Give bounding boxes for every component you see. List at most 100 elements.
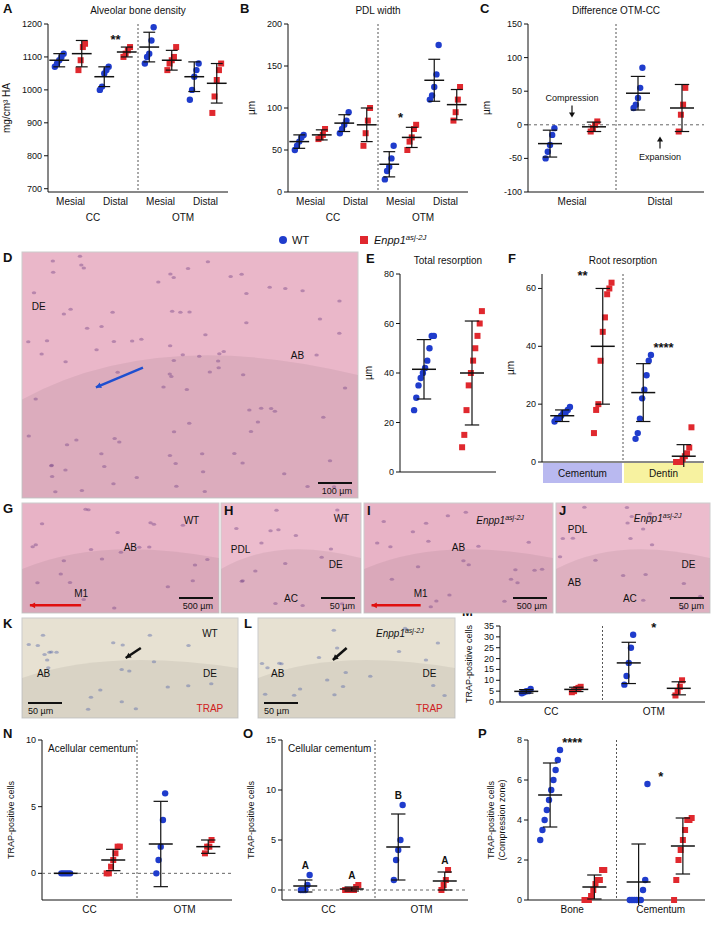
error-cap	[338, 131, 350, 132]
nucleus	[112, 607, 116, 610]
tick	[44, 155, 48, 156]
error-bar	[361, 108, 373, 142]
error-cap	[298, 891, 312, 892]
category-label: Distal	[193, 196, 218, 207]
nucleus	[318, 317, 322, 320]
nucleus	[117, 440, 121, 443]
label-main: M1	[414, 588, 428, 599]
title: Total resorption	[414, 255, 482, 266]
error-cap	[154, 886, 168, 887]
nucleus	[51, 259, 55, 262]
arrow	[30, 604, 81, 607]
nucleus	[168, 372, 172, 375]
annotation: *	[398, 110, 404, 125]
label-main: AB	[271, 668, 285, 679]
label-main: M1	[74, 588, 88, 599]
label-main: PDL	[568, 524, 588, 535]
scale-bar	[321, 597, 355, 599]
tick	[396, 422, 400, 423]
arrow-head	[372, 602, 377, 608]
nucleus	[51, 271, 55, 274]
nucleus	[571, 537, 575, 540]
annotation: *	[651, 620, 657, 635]
nucleus	[447, 594, 451, 597]
point	[82, 41, 88, 47]
category-label: CC	[321, 904, 335, 915]
nucleus	[185, 388, 189, 391]
nucleus	[135, 476, 139, 479]
nucleus	[269, 407, 273, 410]
tick-label: 0	[531, 457, 536, 467]
error-cap	[106, 849, 120, 850]
error-cap	[143, 61, 155, 62]
error-cap	[622, 642, 636, 643]
label-main: DE	[203, 668, 217, 679]
panel-letter: E	[366, 251, 375, 266]
image-label: Enpp1asj-2J	[376, 627, 424, 639]
annotation: B	[395, 790, 402, 801]
point	[588, 893, 594, 899]
error-cap	[316, 139, 328, 140]
nucleus	[208, 370, 212, 373]
point	[306, 872, 312, 878]
nucleus	[300, 289, 304, 292]
chart-panel: BPDL widthMesialDistalMesialDistalCCOTM0…	[240, 1, 468, 223]
image	[556, 503, 710, 613]
scale-bar	[179, 597, 213, 599]
error-cap	[391, 879, 405, 880]
nucleus	[268, 529, 272, 532]
point	[187, 97, 193, 103]
nucleus	[476, 545, 480, 548]
nucleus	[344, 671, 348, 674]
nucleus	[424, 659, 428, 662]
tick	[278, 740, 282, 741]
y-axis	[42, 740, 43, 900]
error-cap	[569, 691, 583, 692]
error-bar	[345, 887, 359, 891]
arrow	[96, 368, 143, 388]
error-bar	[622, 642, 636, 683]
nucleus	[206, 260, 210, 263]
error-bar	[417, 340, 431, 399]
nucleus	[53, 490, 57, 493]
group-label: CC	[326, 212, 340, 223]
error-bar	[519, 690, 533, 693]
nucleus	[203, 490, 207, 493]
separator	[378, 24, 379, 192]
nucleus	[341, 685, 345, 688]
label-main: Enpp1	[376, 628, 405, 639]
title: Alveolar bone density	[90, 5, 186, 16]
x-axis	[528, 192, 704, 193]
error-bar	[543, 763, 557, 827]
error-stem	[683, 445, 684, 467]
nucleus	[94, 348, 98, 351]
arrow	[659, 141, 660, 149]
arrow-head	[30, 602, 35, 608]
chart-panel: PBoneCementum02468TRAP-positive cells(Co…	[478, 726, 705, 920]
nucleus	[240, 579, 244, 582]
point	[363, 130, 369, 136]
tick-label: 10	[266, 785, 276, 795]
point	[459, 444, 465, 450]
nucleus	[390, 578, 394, 581]
tick-label: -50	[509, 153, 522, 163]
error-cap	[636, 421, 650, 422]
nucleus	[294, 534, 298, 537]
panel-letter: F	[508, 251, 516, 266]
nucleus	[85, 327, 89, 330]
separator	[616, 740, 617, 900]
label-main: AB	[568, 577, 582, 588]
image-label: TRAP	[416, 703, 443, 714]
error-cap	[543, 826, 557, 827]
nucleus	[170, 310, 174, 313]
error-stem	[681, 84, 682, 131]
tick-label: 8	[517, 735, 522, 745]
panel-letter: L	[244, 616, 252, 631]
x-axis	[528, 900, 705, 901]
error-stem	[549, 130, 550, 157]
error-cap	[675, 84, 689, 85]
image-label: PDL	[568, 524, 588, 535]
error-cap	[406, 127, 418, 128]
tick	[38, 740, 42, 741]
tick	[44, 188, 48, 189]
